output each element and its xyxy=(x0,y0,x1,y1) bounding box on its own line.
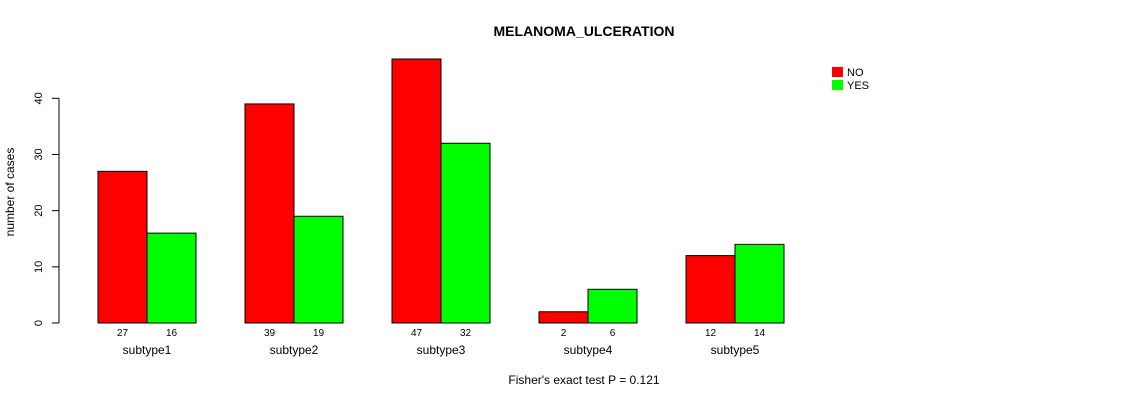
y-tick-label: 20 xyxy=(33,205,45,217)
bar-subtype3-yes xyxy=(440,142,491,324)
y-tick-label: 10 xyxy=(33,261,45,273)
y-tick-label: 30 xyxy=(33,148,45,160)
bar-count-label: 12 xyxy=(705,328,717,339)
legend-swatch-yes xyxy=(832,80,843,90)
category-label: subtype2 xyxy=(270,343,319,357)
bar-count-label: 16 xyxy=(166,328,178,339)
bar-subtype2-no xyxy=(244,103,295,324)
bar-count-label: 6 xyxy=(610,328,616,339)
bar-subtype2-yes xyxy=(293,215,344,324)
legend-label-yes: YES xyxy=(847,80,869,92)
bar-count-label: 39 xyxy=(264,328,276,339)
bar-count-label: 2 xyxy=(561,328,567,339)
bar-count-label: 32 xyxy=(460,328,472,339)
y-tick-label: 40 xyxy=(33,92,45,104)
category-label: subtype4 xyxy=(564,343,613,357)
bar-count-label: 19 xyxy=(313,328,325,339)
legend-swatch-no xyxy=(832,67,843,77)
bar-subtype5-no xyxy=(685,255,736,324)
bar-subtype5-yes xyxy=(734,243,785,324)
chart-title: MELANOMA_ULCERATION xyxy=(494,23,675,39)
bar-subtype1-yes xyxy=(146,232,197,324)
bar-subtype4-yes xyxy=(587,288,638,324)
category-label: subtype3 xyxy=(417,343,466,357)
category-label: subtype5 xyxy=(711,343,760,357)
legend-label-no: NO xyxy=(847,67,864,79)
bars-group: 27 16 subtype1 39 19 subtype2 47 32 subtype3 2 6 su… xyxy=(97,58,785,357)
category-label: subtype1 xyxy=(123,343,172,357)
bar-subtype1-no xyxy=(97,170,148,324)
bar-subtype4-no xyxy=(538,311,589,324)
bar-count-label: 14 xyxy=(754,328,766,339)
y-tick-label: 0 xyxy=(33,320,45,326)
x-axis-label: Fisher's exact test P = 0.121 xyxy=(508,373,659,387)
bar-subtype3-no xyxy=(391,58,442,324)
y-axis-label: number of cases xyxy=(3,148,17,237)
bar-count-label: 47 xyxy=(411,328,423,339)
y-axis: 0 10 20 30 40 xyxy=(33,92,60,326)
bar-count-label: 27 xyxy=(117,328,129,339)
